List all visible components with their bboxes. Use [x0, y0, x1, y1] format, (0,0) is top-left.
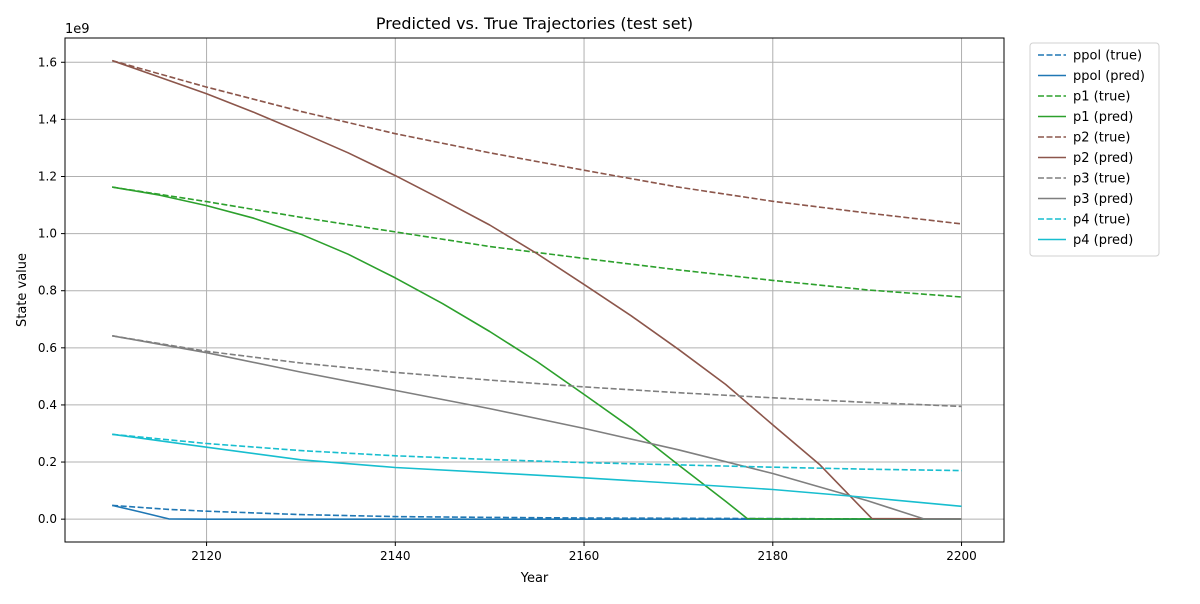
legend-label: p2 (pred) — [1073, 151, 1133, 166]
series-line-p1-pred — [112, 186, 962, 520]
y-tick-label: 0.2 — [38, 455, 57, 469]
y-tick-label: 1.0 — [38, 227, 57, 241]
legend-label: p1 (pred) — [1073, 110, 1133, 125]
y-tick-label: 0.0 — [38, 512, 57, 526]
x-tick-label: 2140 — [380, 549, 411, 563]
legend-label: p4 (pred) — [1073, 233, 1133, 248]
series-line-p4-true — [112, 433, 962, 472]
x-tick-label: 2160 — [569, 549, 600, 563]
legend-label: p4 (true) — [1073, 213, 1130, 228]
axes: 2120 2140 2160 2180 2200 0.0 0.2 0.4 0.6 0.8 1.0 1.… — [38, 55, 977, 563]
x-tick-label: 2200 — [946, 549, 977, 563]
series-line-p3-pred — [112, 335, 962, 520]
series-line-p1-true — [112, 186, 962, 298]
legend: ppol (true) ppol (pred) p1 (true) p1 (pred)… — [1029, 42, 1160, 257]
plot-area — [111, 59, 962, 521]
legend-box — [1029, 42, 1160, 257]
x-axis-label: Year — [520, 571, 549, 586]
x-tick-label: 2180 — [758, 549, 789, 563]
y-tick-label: 1.6 — [38, 55, 57, 69]
y-axis-offset-label: 1e9 — [65, 22, 90, 37]
y-tick-label: 0.8 — [38, 284, 57, 298]
y-tick-label: 0.6 — [38, 341, 57, 355]
series-line-p2-true — [111, 59, 962, 225]
y-tick-label: 1.4 — [38, 112, 57, 126]
y-tick-label: 0.4 — [38, 398, 57, 412]
legend-label: ppol (pred) — [1073, 69, 1145, 84]
y-axis-label: State value — [15, 253, 30, 327]
series-line-ppol-pred — [112, 504, 962, 521]
legend-label: p3 (true) — [1073, 172, 1130, 187]
series-line-p4-pred — [112, 433, 962, 508]
series-line-p3-true — [112, 335, 962, 408]
legend-label: p2 (true) — [1073, 131, 1130, 146]
legend-label: p1 (true) — [1073, 90, 1130, 105]
legend-label: p3 (pred) — [1073, 192, 1133, 207]
x-tick-label: 2120 — [191, 549, 222, 563]
series-line-p2-pred — [111, 59, 962, 520]
y-tick-label: 1.2 — [38, 169, 57, 183]
chart-title: Predicted vs. True Trajectories (test se… — [376, 14, 693, 33]
plot-frame — [64, 37, 1005, 543]
legend-label: ppol (true) — [1073, 49, 1142, 64]
